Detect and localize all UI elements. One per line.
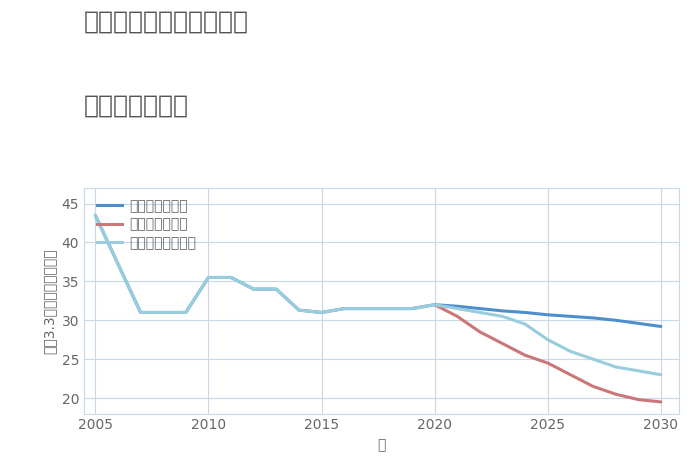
バッドシナリオ xyxy=(430,302,439,307)
バッドシナリオ xyxy=(589,384,597,389)
バッドシナリオ xyxy=(498,341,507,346)
グッドシナリオ xyxy=(204,274,213,280)
ノーマルシナリオ xyxy=(159,310,167,315)
グッドシナリオ xyxy=(521,310,529,315)
Text: 土地の価格推移: 土地の価格推移 xyxy=(84,94,189,118)
ノーマルシナリオ xyxy=(136,310,145,315)
ノーマルシナリオ xyxy=(181,310,190,315)
バッドシナリオ xyxy=(521,352,529,358)
グッドシナリオ xyxy=(295,307,303,313)
ノーマルシナリオ xyxy=(453,306,461,312)
グッドシナリオ xyxy=(634,321,643,326)
グッドシナリオ xyxy=(498,308,507,314)
グッドシナリオ xyxy=(385,306,393,312)
バッドシナリオ xyxy=(544,360,552,366)
グッドシナリオ xyxy=(589,315,597,321)
ノーマルシナリオ xyxy=(566,349,575,354)
ノーマルシナリオ xyxy=(408,306,416,312)
ノーマルシナリオ xyxy=(385,306,393,312)
ノーマルシナリオ xyxy=(612,364,620,370)
ノーマルシナリオ xyxy=(430,302,439,307)
X-axis label: 年: 年 xyxy=(377,438,386,452)
グッドシナリオ xyxy=(408,306,416,312)
グッドシナリオ xyxy=(566,313,575,319)
グッドシナリオ xyxy=(612,317,620,323)
グッドシナリオ xyxy=(272,286,281,292)
バッドシナリオ xyxy=(612,392,620,397)
グッドシナリオ xyxy=(340,306,349,312)
ノーマルシナリオ xyxy=(521,321,529,327)
ノーマルシナリオ xyxy=(227,274,235,280)
バッドシナリオ xyxy=(453,313,461,319)
バッドシナリオ xyxy=(566,372,575,377)
ノーマルシナリオ xyxy=(91,212,99,218)
グッドシナリオ xyxy=(363,306,371,312)
グッドシナリオ xyxy=(136,310,145,315)
バッドシナリオ xyxy=(476,329,484,335)
ノーマルシナリオ xyxy=(340,306,349,312)
グッドシナリオ xyxy=(317,310,326,315)
ノーマルシナリオ xyxy=(634,368,643,374)
バッドシナリオ xyxy=(634,397,643,402)
グッドシナリオ xyxy=(249,286,258,292)
ノーマルシナリオ xyxy=(589,356,597,362)
ノーマルシナリオ xyxy=(476,310,484,315)
グッドシナリオ xyxy=(159,310,167,315)
ノーマルシナリオ xyxy=(272,286,281,292)
グッドシナリオ xyxy=(430,302,439,307)
Y-axis label: 坪（3.3㎡）単価（万円）: 坪（3.3㎡）単価（万円） xyxy=(42,248,56,353)
Line: バッドシナリオ: バッドシナリオ xyxy=(435,305,661,402)
グッドシナリオ xyxy=(91,212,99,218)
グッドシナリオ xyxy=(181,310,190,315)
Legend: グッドシナリオ, バッドシナリオ, ノーマルシナリオ: グッドシナリオ, バッドシナリオ, ノーマルシナリオ xyxy=(97,199,196,250)
グッドシナリオ xyxy=(657,324,665,329)
ノーマルシナリオ xyxy=(498,313,507,319)
バッドシナリオ xyxy=(657,399,665,405)
Line: ノーマルシナリオ: ノーマルシナリオ xyxy=(95,215,661,375)
ノーマルシナリオ xyxy=(295,307,303,313)
ノーマルシナリオ xyxy=(363,306,371,312)
ノーマルシナリオ xyxy=(317,310,326,315)
ノーマルシナリオ xyxy=(249,286,258,292)
グッドシナリオ xyxy=(453,304,461,309)
グッドシナリオ xyxy=(227,274,235,280)
グッドシナリオ xyxy=(476,306,484,312)
ノーマルシナリオ xyxy=(657,372,665,377)
Text: 埼玉県春日部市新方袋の: 埼玉県春日部市新方袋の xyxy=(84,9,249,33)
Line: グッドシナリオ: グッドシナリオ xyxy=(95,215,661,327)
ノーマルシナリオ xyxy=(544,337,552,343)
ノーマルシナリオ xyxy=(204,274,213,280)
グッドシナリオ xyxy=(544,312,552,318)
